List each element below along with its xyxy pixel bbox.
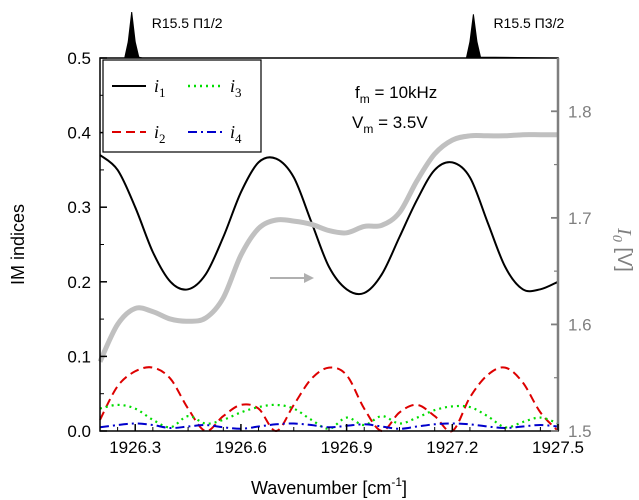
legend-box bbox=[102, 59, 262, 153]
y-axis-title: IM indices bbox=[8, 204, 28, 285]
y-tick-label: 0.1 bbox=[67, 347, 91, 366]
y2-tick-label: 1.6 bbox=[568, 315, 592, 334]
x-tick-label: 1927.5 bbox=[532, 438, 584, 457]
x-axis: 1926.3 1926.6 1926.9 1927.2 1927.5 bbox=[109, 424, 584, 457]
axis-arrow bbox=[270, 273, 314, 283]
legend-label-i1: i1 bbox=[154, 76, 166, 100]
y-axis-right: 1.5 1.6 1.7 1.8 bbox=[551, 102, 592, 441]
y2-axis-title: I0 [V] bbox=[609, 227, 635, 272]
fm-annotation: fm = 10kHz bbox=[355, 83, 437, 106]
peak-label-2: R15.5 Π3/2 bbox=[493, 15, 564, 31]
y-tick-label: 0.4 bbox=[67, 124, 91, 143]
x-axis-title: Wavenumber [cm-1] bbox=[251, 475, 407, 498]
peak-label-1: R15.5 Π1/2 bbox=[152, 15, 223, 31]
x-tick-label: 1926.6 bbox=[215, 438, 267, 457]
y-tick-label: 0.0 bbox=[67, 422, 91, 441]
vm-annotation: Vm = 3.5V bbox=[352, 113, 428, 136]
legend: i1 i3 i2 i4 bbox=[102, 59, 262, 153]
legend-label-i4: i4 bbox=[230, 122, 242, 146]
y2-tick-label: 1.5 bbox=[568, 422, 592, 441]
x-tick-label: 1926.9 bbox=[321, 438, 373, 457]
x-tick-label: 1927.2 bbox=[426, 438, 478, 457]
y2-tick-label: 1.8 bbox=[568, 102, 592, 121]
series-line-i2 bbox=[99, 366, 559, 433]
annotation-group: fm = 10kHz Vm = 3.5V bbox=[352, 83, 437, 136]
y-tick-label: 0.2 bbox=[67, 273, 91, 292]
series-line-i3 bbox=[99, 403, 559, 430]
y2-tick-label: 1.7 bbox=[568, 209, 592, 228]
y-axis-left: 0.0 0.1 0.2 0.3 0.4 0.5 bbox=[67, 49, 107, 441]
y-tick-label: 0.3 bbox=[67, 198, 91, 217]
y-tick-label: 0.5 bbox=[67, 49, 91, 68]
arrow-head bbox=[304, 273, 314, 283]
legend-label-i2: i2 bbox=[154, 122, 166, 146]
series-group bbox=[97, 132, 559, 433]
series-line-i1 bbox=[99, 154, 559, 296]
legend-label-i3: i3 bbox=[230, 76, 242, 100]
series-line-i0 bbox=[97, 132, 558, 363]
peak-label-group: R15.5 Π1/2 R15.5 Π3/2 bbox=[152, 15, 565, 31]
x-tick-label: 1926.3 bbox=[109, 438, 161, 457]
